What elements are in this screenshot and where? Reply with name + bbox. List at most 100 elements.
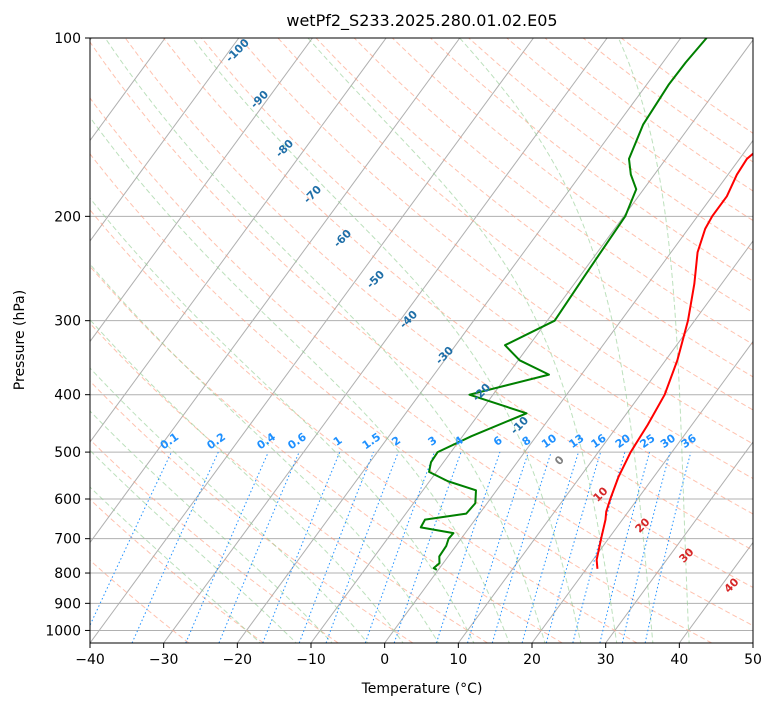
plot-frame xyxy=(89,37,754,644)
y-tick-label: 500 xyxy=(54,445,81,461)
mixing-ratio-line xyxy=(393,451,462,643)
mixing-ratio-label: 8 xyxy=(520,434,534,449)
moist-adiabat xyxy=(90,367,369,643)
isotherm-line xyxy=(605,441,753,643)
isotherm-line xyxy=(531,340,753,643)
y-tick-label: 1000 xyxy=(45,623,81,639)
y-tick-label: 300 xyxy=(54,314,81,330)
moist-adiabat xyxy=(104,38,546,643)
dry-adiabat xyxy=(90,153,712,643)
y-tick-label: 200 xyxy=(54,209,81,225)
y-tick-label: 800 xyxy=(54,566,81,582)
mixing-ratio-label: 0.2 xyxy=(205,430,228,452)
mixing-ratio-label: 20 xyxy=(613,431,633,451)
isotherm-label: 20 xyxy=(633,515,653,535)
x-tick-label: 30 xyxy=(597,652,615,668)
x-tick-label: 0 xyxy=(380,652,389,668)
mixing-ratio-label: 36 xyxy=(679,431,699,451)
dry-adiabat xyxy=(90,265,563,643)
x-tick-label: −40 xyxy=(75,652,105,668)
mixing-ratio-label: 1 xyxy=(331,434,345,449)
isotherm-label: 0 xyxy=(552,453,567,468)
x-tick-label: 10 xyxy=(449,652,467,668)
mixing-ratio-line xyxy=(467,451,529,643)
isotherm-line xyxy=(236,38,682,643)
mixing-ratio-label: 16 xyxy=(589,431,609,451)
pressure-gridlines xyxy=(90,37,753,631)
dry-adiabat xyxy=(353,38,753,345)
x-axis-label: Temperature (°C) xyxy=(361,681,483,697)
isotherm-line xyxy=(384,139,753,643)
moist-adiabat xyxy=(90,410,333,643)
mixing-ratio-line xyxy=(435,451,501,643)
dry-adiabat xyxy=(90,209,638,643)
isotherm-line xyxy=(90,38,166,142)
mixing-ratio-label: 6 xyxy=(491,434,505,449)
isotherm-line xyxy=(90,38,313,343)
chart-title: wetPf2_S233.2025.280.01.02.E05 xyxy=(286,11,557,31)
y-tick-label: 400 xyxy=(54,388,81,404)
mixing-ratio-label: 3 xyxy=(426,434,440,449)
temperature-line xyxy=(595,152,753,569)
dry-adiabat xyxy=(392,38,753,314)
mixing-ratio-line xyxy=(364,451,435,643)
y-tick-label: 700 xyxy=(54,532,81,548)
mixing-ratio-line xyxy=(621,451,671,643)
dry-adiabat xyxy=(90,380,414,643)
isotherm-label: -30 xyxy=(433,344,456,367)
x-tick-label: −20 xyxy=(223,652,253,668)
moist-adiabat xyxy=(192,38,582,643)
isotherm-label: 40 xyxy=(722,575,742,595)
mixing-ratio-line xyxy=(218,451,300,643)
x-axis-ticks: −40 −30 −20 −10 0 10 20 30 40 50 xyxy=(75,643,762,668)
y-axis-label: Pressure (hPa) xyxy=(12,290,28,390)
mixing-ratio-label: 4 xyxy=(452,434,466,449)
dry-adiabat xyxy=(90,322,488,643)
dry-adiabat xyxy=(201,38,753,480)
dewpoint-line xyxy=(419,38,708,571)
mixing-ratio-label: 0.1 xyxy=(158,430,181,452)
moist-adiabat xyxy=(459,38,654,643)
mixing-ratio-line xyxy=(545,451,602,643)
x-tick-label: −30 xyxy=(149,652,179,668)
dry-adiabat xyxy=(90,498,264,643)
moist-adiabat xyxy=(90,319,404,643)
isotherm-line xyxy=(310,39,753,643)
thermo-background-lines xyxy=(90,38,753,643)
isotherm-label: -70 xyxy=(301,183,324,206)
mixing-ratio-line xyxy=(185,451,269,643)
y-tick-label: 600 xyxy=(54,492,81,508)
dry-adiabat xyxy=(430,38,753,282)
mixing-ratio-label: 13 xyxy=(567,432,587,451)
moist-adiabat xyxy=(90,263,440,643)
isotherm-label: -50 xyxy=(364,268,387,291)
dry-adiabat xyxy=(163,38,753,515)
isotherm-line xyxy=(752,642,753,643)
isotherm-line xyxy=(90,38,387,443)
mixing-ratio-label: 0.4 xyxy=(255,430,279,452)
mixing-ratio-line xyxy=(521,451,579,643)
dry-adiabat xyxy=(544,38,753,192)
dry-adiabat xyxy=(124,38,753,551)
moist-adiabat xyxy=(90,197,475,643)
mixing-ratio-label: 2 xyxy=(389,434,403,449)
moist-adiabat xyxy=(90,449,297,643)
moist-adiabat xyxy=(617,38,690,643)
isotherm-label: -10 xyxy=(508,414,531,437)
mixing-ratio-label: 10 xyxy=(539,431,559,451)
isotherm-line xyxy=(90,38,461,544)
dry-adiabat xyxy=(90,559,190,643)
isotherm-label: -80 xyxy=(273,137,296,160)
isotherm-label: -90 xyxy=(248,88,271,111)
dry-adiabat xyxy=(315,38,753,378)
x-tick-label: 40 xyxy=(670,652,688,668)
isotherm-line xyxy=(163,38,608,643)
mixing-ratio-line xyxy=(325,451,399,643)
background-line-labels: 0.1 0.2 0.4 0.6 1 1.5 2 3 4 6 8 10 13 16 20 25 30 36-100-… xyxy=(158,36,742,596)
mixing-ratio-line xyxy=(599,451,651,643)
x-tick-label: −10 xyxy=(296,652,326,668)
isotherm-line xyxy=(90,38,534,643)
dry-adiabat xyxy=(277,38,753,411)
isotherm-label: 30 xyxy=(677,545,697,565)
